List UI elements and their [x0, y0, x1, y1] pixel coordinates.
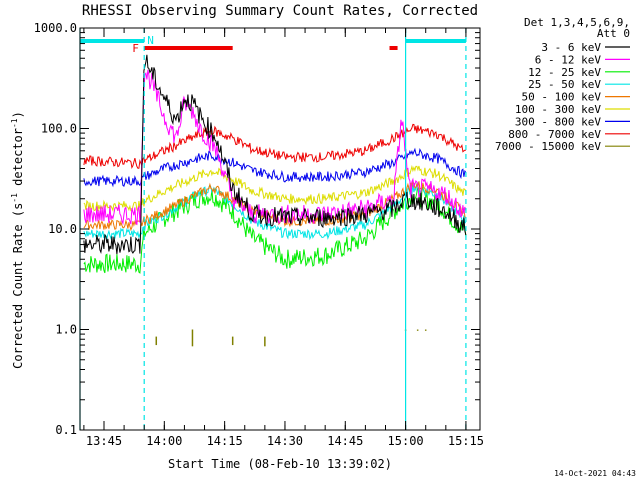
legend-label-6: 300 - 800 keV — [515, 115, 601, 128]
series-line-4 — [83, 180, 467, 232]
x-tick-label-1: 14:00 — [146, 434, 182, 448]
legend-header-0: Det 1,3,4,5,6,9, — [524, 16, 630, 29]
legend-label-7: 800 - 7000 keV — [508, 128, 601, 141]
legend-header-1: Att 0 — [597, 27, 630, 40]
footer-timestamp: 14-Oct-2021 04:43 — [554, 469, 636, 478]
y-tick-label-2: 10.0 — [48, 222, 77, 236]
legend-label-8: 7000 - 15000 keV — [495, 140, 601, 153]
y-tick-label-3: 100.0 — [41, 122, 77, 136]
night-label: N — [147, 34, 154, 47]
legend-label-2: 12 - 25 keV — [528, 66, 601, 79]
legend-label-5: 100 - 300 keV — [515, 103, 601, 116]
legend-label-1: 6 - 12 keV — [535, 53, 602, 66]
night-flare-markers: NF — [80, 34, 466, 55]
flare-label: F — [132, 42, 139, 55]
y-axis-label: Corrected Count Rate (s-1 detector-1) — [10, 111, 25, 369]
series-line-7 — [83, 123, 466, 169]
chart-title: RHESSI Observing Summary Count Rates, Co… — [82, 3, 478, 19]
series-line-5 — [83, 164, 467, 212]
x-tick-label-2: 14:15 — [207, 434, 243, 448]
x-tick-label-0: 13:45 — [86, 434, 122, 448]
y-tick-label-1: 1.0 — [55, 323, 77, 337]
series-line-6 — [83, 147, 467, 188]
legend-label-4: 50 - 100 keV — [522, 91, 602, 104]
x-axis-label: Start Time (08-Feb-10 13:39:02) — [168, 457, 392, 471]
series-layer — [83, 54, 467, 347]
legend-label-0: 3 - 6 keV — [541, 41, 601, 54]
y-tick-label-0: 0.1 — [55, 423, 77, 437]
x-tick-label-5: 15:00 — [388, 434, 424, 448]
legend-label-3: 25 - 50 keV — [528, 78, 601, 91]
x-tick-label-6: 15:15 — [448, 434, 484, 448]
x-tick-label-4: 14:45 — [327, 434, 363, 448]
axes: 0.1 1.0 10.0 100.0 1000.0 13:45 14:00 14:15 14:3… — [34, 21, 484, 448]
y-tick-label-4: 1000.0 — [34, 21, 77, 35]
series-line-0 — [83, 54, 467, 255]
x-tick-label-3: 14:30 — [267, 434, 303, 448]
